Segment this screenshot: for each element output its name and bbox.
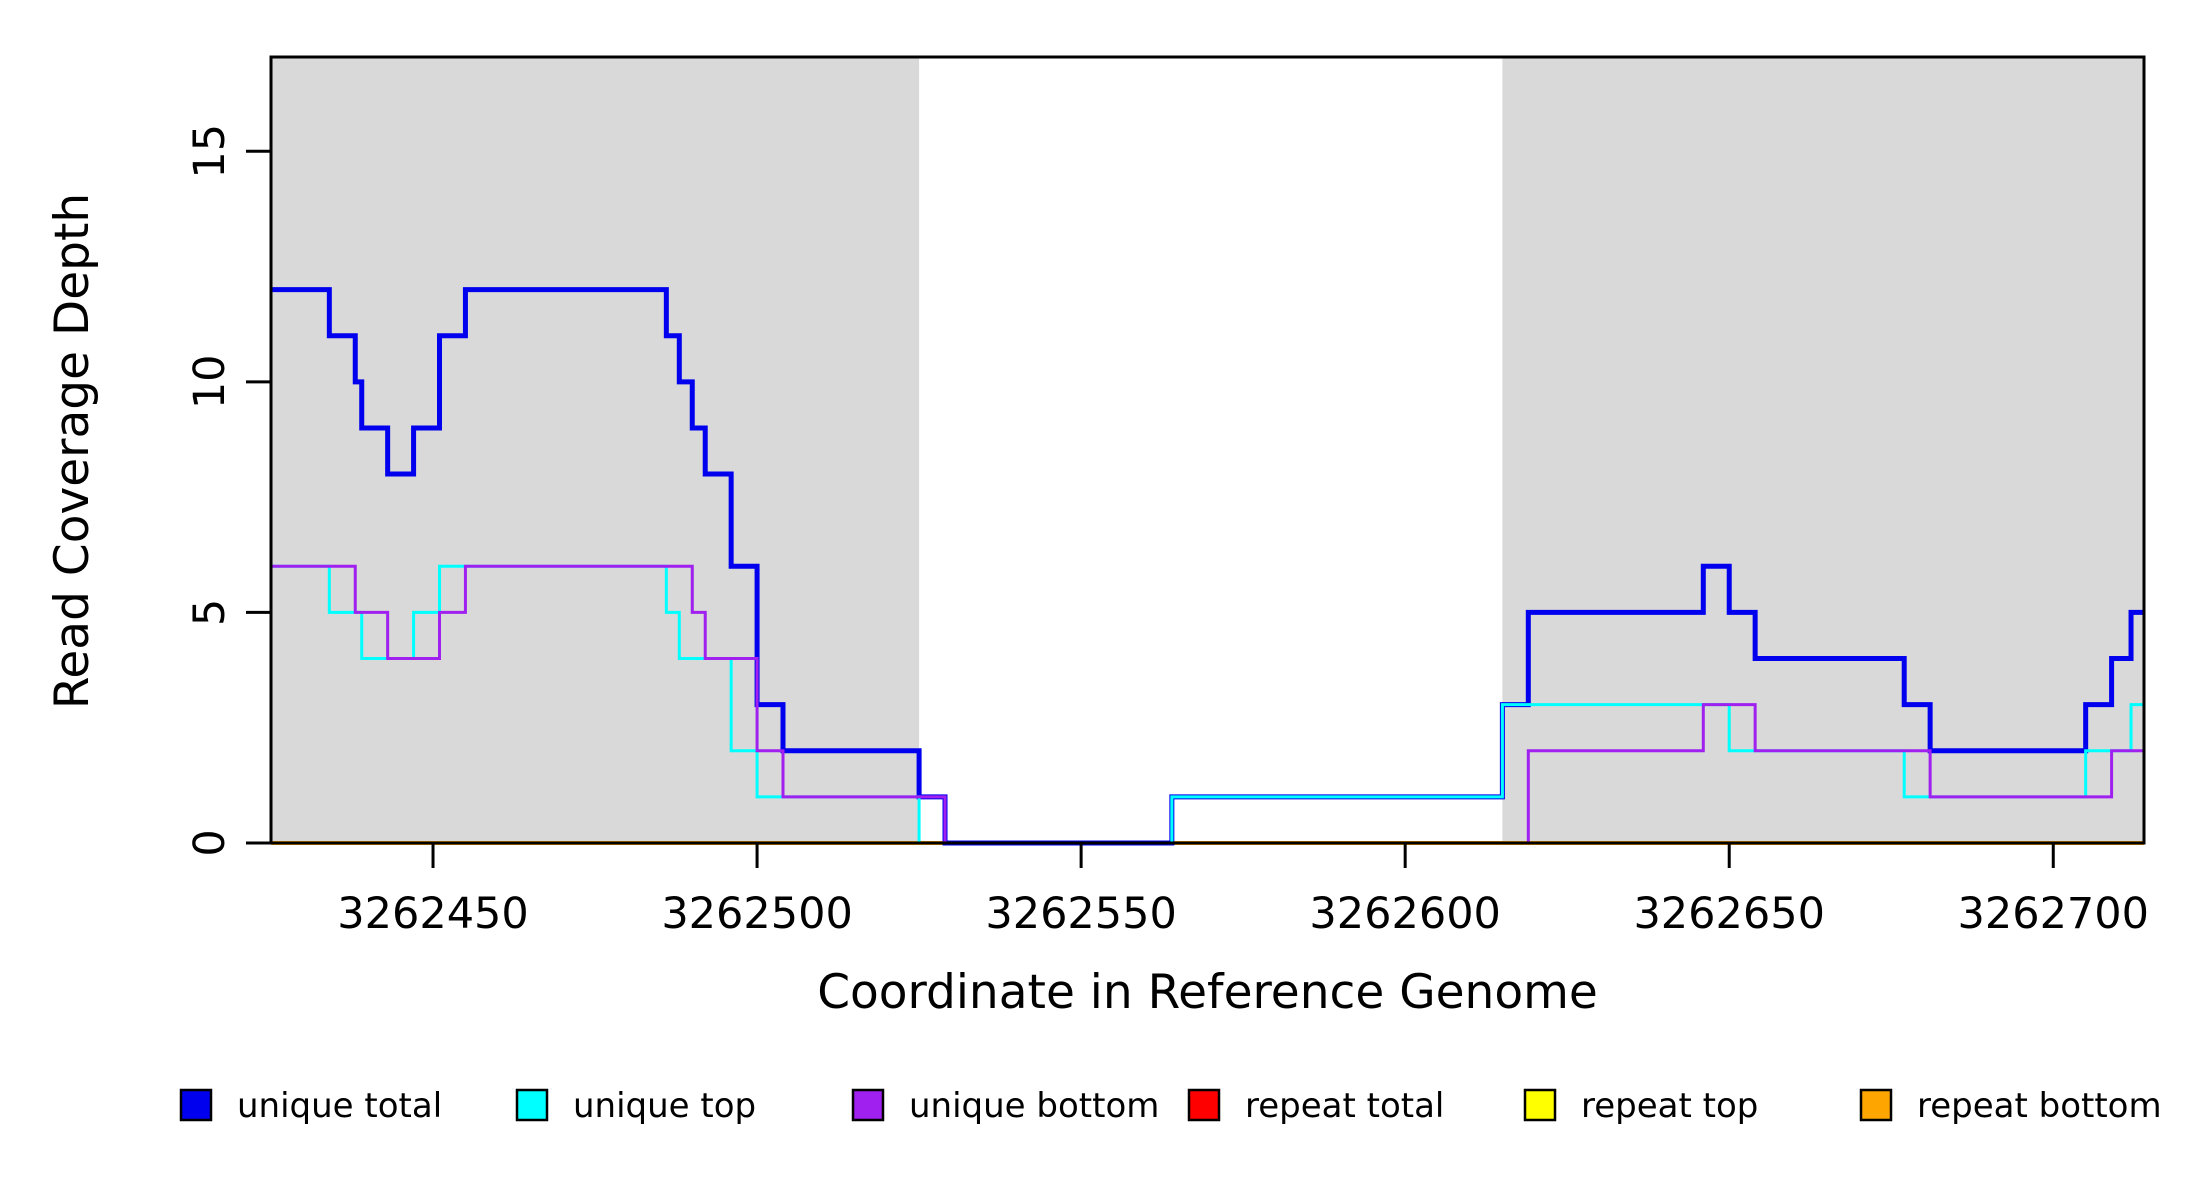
legend-label-unique-total: unique total [237,1086,442,1126]
legend-label-repeat-top: repeat top [1581,1086,1758,1126]
legend-swatch-repeat-top [1523,1088,1557,1122]
x-axis-tick-label: 3262450 [337,889,529,939]
legend-swatch-unique-top [515,1088,549,1122]
x-axis-title: Coordinate in Reference Genome [817,965,1598,1020]
series-path-unique-bottom [271,564,2144,845]
legend-label-repeat-total: repeat total [1245,1086,1444,1126]
y-axis-tick-label: 10 [185,354,235,409]
x-axis-tick-label: 3262500 [661,889,853,939]
legend-label-unique-bottom: unique bottom [909,1086,1159,1126]
legend-swatch-unique-bottom [851,1088,885,1122]
legend-label-unique-top: unique top [573,1086,756,1126]
y-axis-tick-label: 15 [185,124,235,179]
axes-layer [246,55,2146,868]
x-axis-tick-label: 3262650 [1633,889,1825,939]
plot-box [269,55,2146,845]
y-axis-tick-label: 5 [185,599,235,626]
legend-label-repeat-bottom: repeat bottom [1917,1086,2162,1126]
shaded-region-left [271,57,920,843]
legend-swatch-unique-total [179,1088,213,1122]
y-axis-title: Read Coverage Depth [45,193,100,709]
x-axis-tick-label: 3262550 [985,889,1177,939]
y-axis-tick-label: 0 [185,829,235,856]
x-axis-tick-label: 3262600 [1309,889,1501,939]
legend-swatch-repeat-total [1187,1088,1221,1122]
shaded-region-right [1502,57,2144,843]
series-path-unique-top [271,564,2144,845]
x-axis-tick-label: 3262700 [1958,889,2150,939]
axis-text-layer: 3262450 3262500 3262550 3262600 3262650 32627… [45,124,2149,1020]
legend-swatch-repeat-bottom [1859,1088,1893,1122]
shaded-regions-layer [271,57,2144,843]
series-path-unique-total [271,287,2144,846]
legend-layer: unique total unique top unique bottom repea… [179,1086,2162,1126]
